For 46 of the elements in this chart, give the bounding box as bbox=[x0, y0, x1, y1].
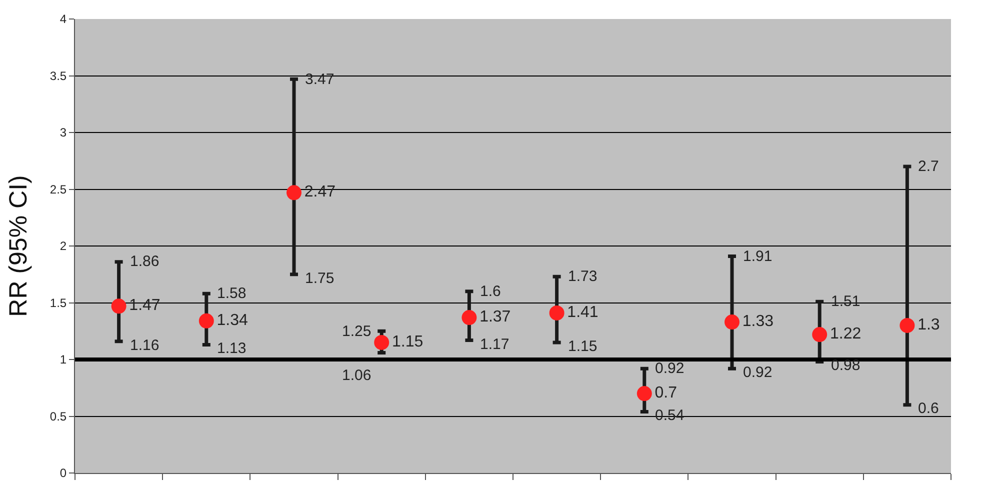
y-tick-label: 0 bbox=[60, 466, 67, 480]
point bbox=[724, 314, 740, 330]
annotation: 1.86 bbox=[130, 253, 160, 270]
data-label: 1.3 bbox=[918, 316, 940, 334]
y-tick-label: 3.5 bbox=[50, 68, 67, 83]
point bbox=[812, 327, 828, 342]
annotation: 1.73 bbox=[568, 268, 598, 285]
point bbox=[549, 305, 564, 320]
y-axis-title: RR (95% CI) bbox=[4, 175, 33, 317]
annotation: 1.91 bbox=[743, 248, 772, 265]
y-tick-label: 0.5 bbox=[50, 409, 67, 424]
annotation: 1.17 bbox=[480, 336, 510, 353]
y-tick-label: 2 bbox=[60, 239, 67, 254]
annotation: 1.15 bbox=[568, 338, 598, 355]
annotation: 0.98 bbox=[831, 357, 860, 374]
point bbox=[900, 318, 915, 333]
annotation: 2.7 bbox=[918, 158, 939, 175]
y-tick-label: 4 bbox=[60, 12, 67, 26]
annotation: 0.92 bbox=[655, 360, 684, 377]
annotation: 1.06 bbox=[342, 367, 372, 384]
annotation: 0.92 bbox=[743, 364, 772, 381]
data-label: 0.7 bbox=[654, 384, 678, 402]
annotation: 1.25 bbox=[342, 323, 372, 340]
data-label: 1.37 bbox=[480, 308, 511, 326]
annotation: 1.13 bbox=[217, 340, 246, 357]
annotation: 1.6 bbox=[480, 283, 501, 300]
data-label: 1.34 bbox=[216, 312, 248, 329]
point bbox=[111, 298, 126, 314]
y-tick-label: 1 bbox=[60, 352, 67, 367]
y-tick-label: 3 bbox=[60, 126, 67, 140]
data-label: 1.15 bbox=[392, 333, 424, 350]
annotation: 3.47 bbox=[305, 71, 334, 88]
annotation: 1.58 bbox=[217, 285, 246, 302]
annotation: 0.6 bbox=[918, 400, 939, 417]
data-label: 1.22 bbox=[830, 326, 862, 343]
point bbox=[374, 334, 390, 350]
annotation: 1.16 bbox=[130, 337, 160, 354]
point bbox=[286, 185, 302, 200]
point bbox=[462, 310, 477, 326]
data-label: 1.41 bbox=[567, 304, 598, 321]
annotation: 1.75 bbox=[305, 270, 334, 287]
point bbox=[636, 386, 652, 402]
data-label: 1.33 bbox=[742, 313, 774, 330]
point bbox=[198, 313, 214, 328]
y-tick-label: 2.5 bbox=[50, 182, 67, 196]
y-tick-label: 1.5 bbox=[50, 296, 67, 310]
